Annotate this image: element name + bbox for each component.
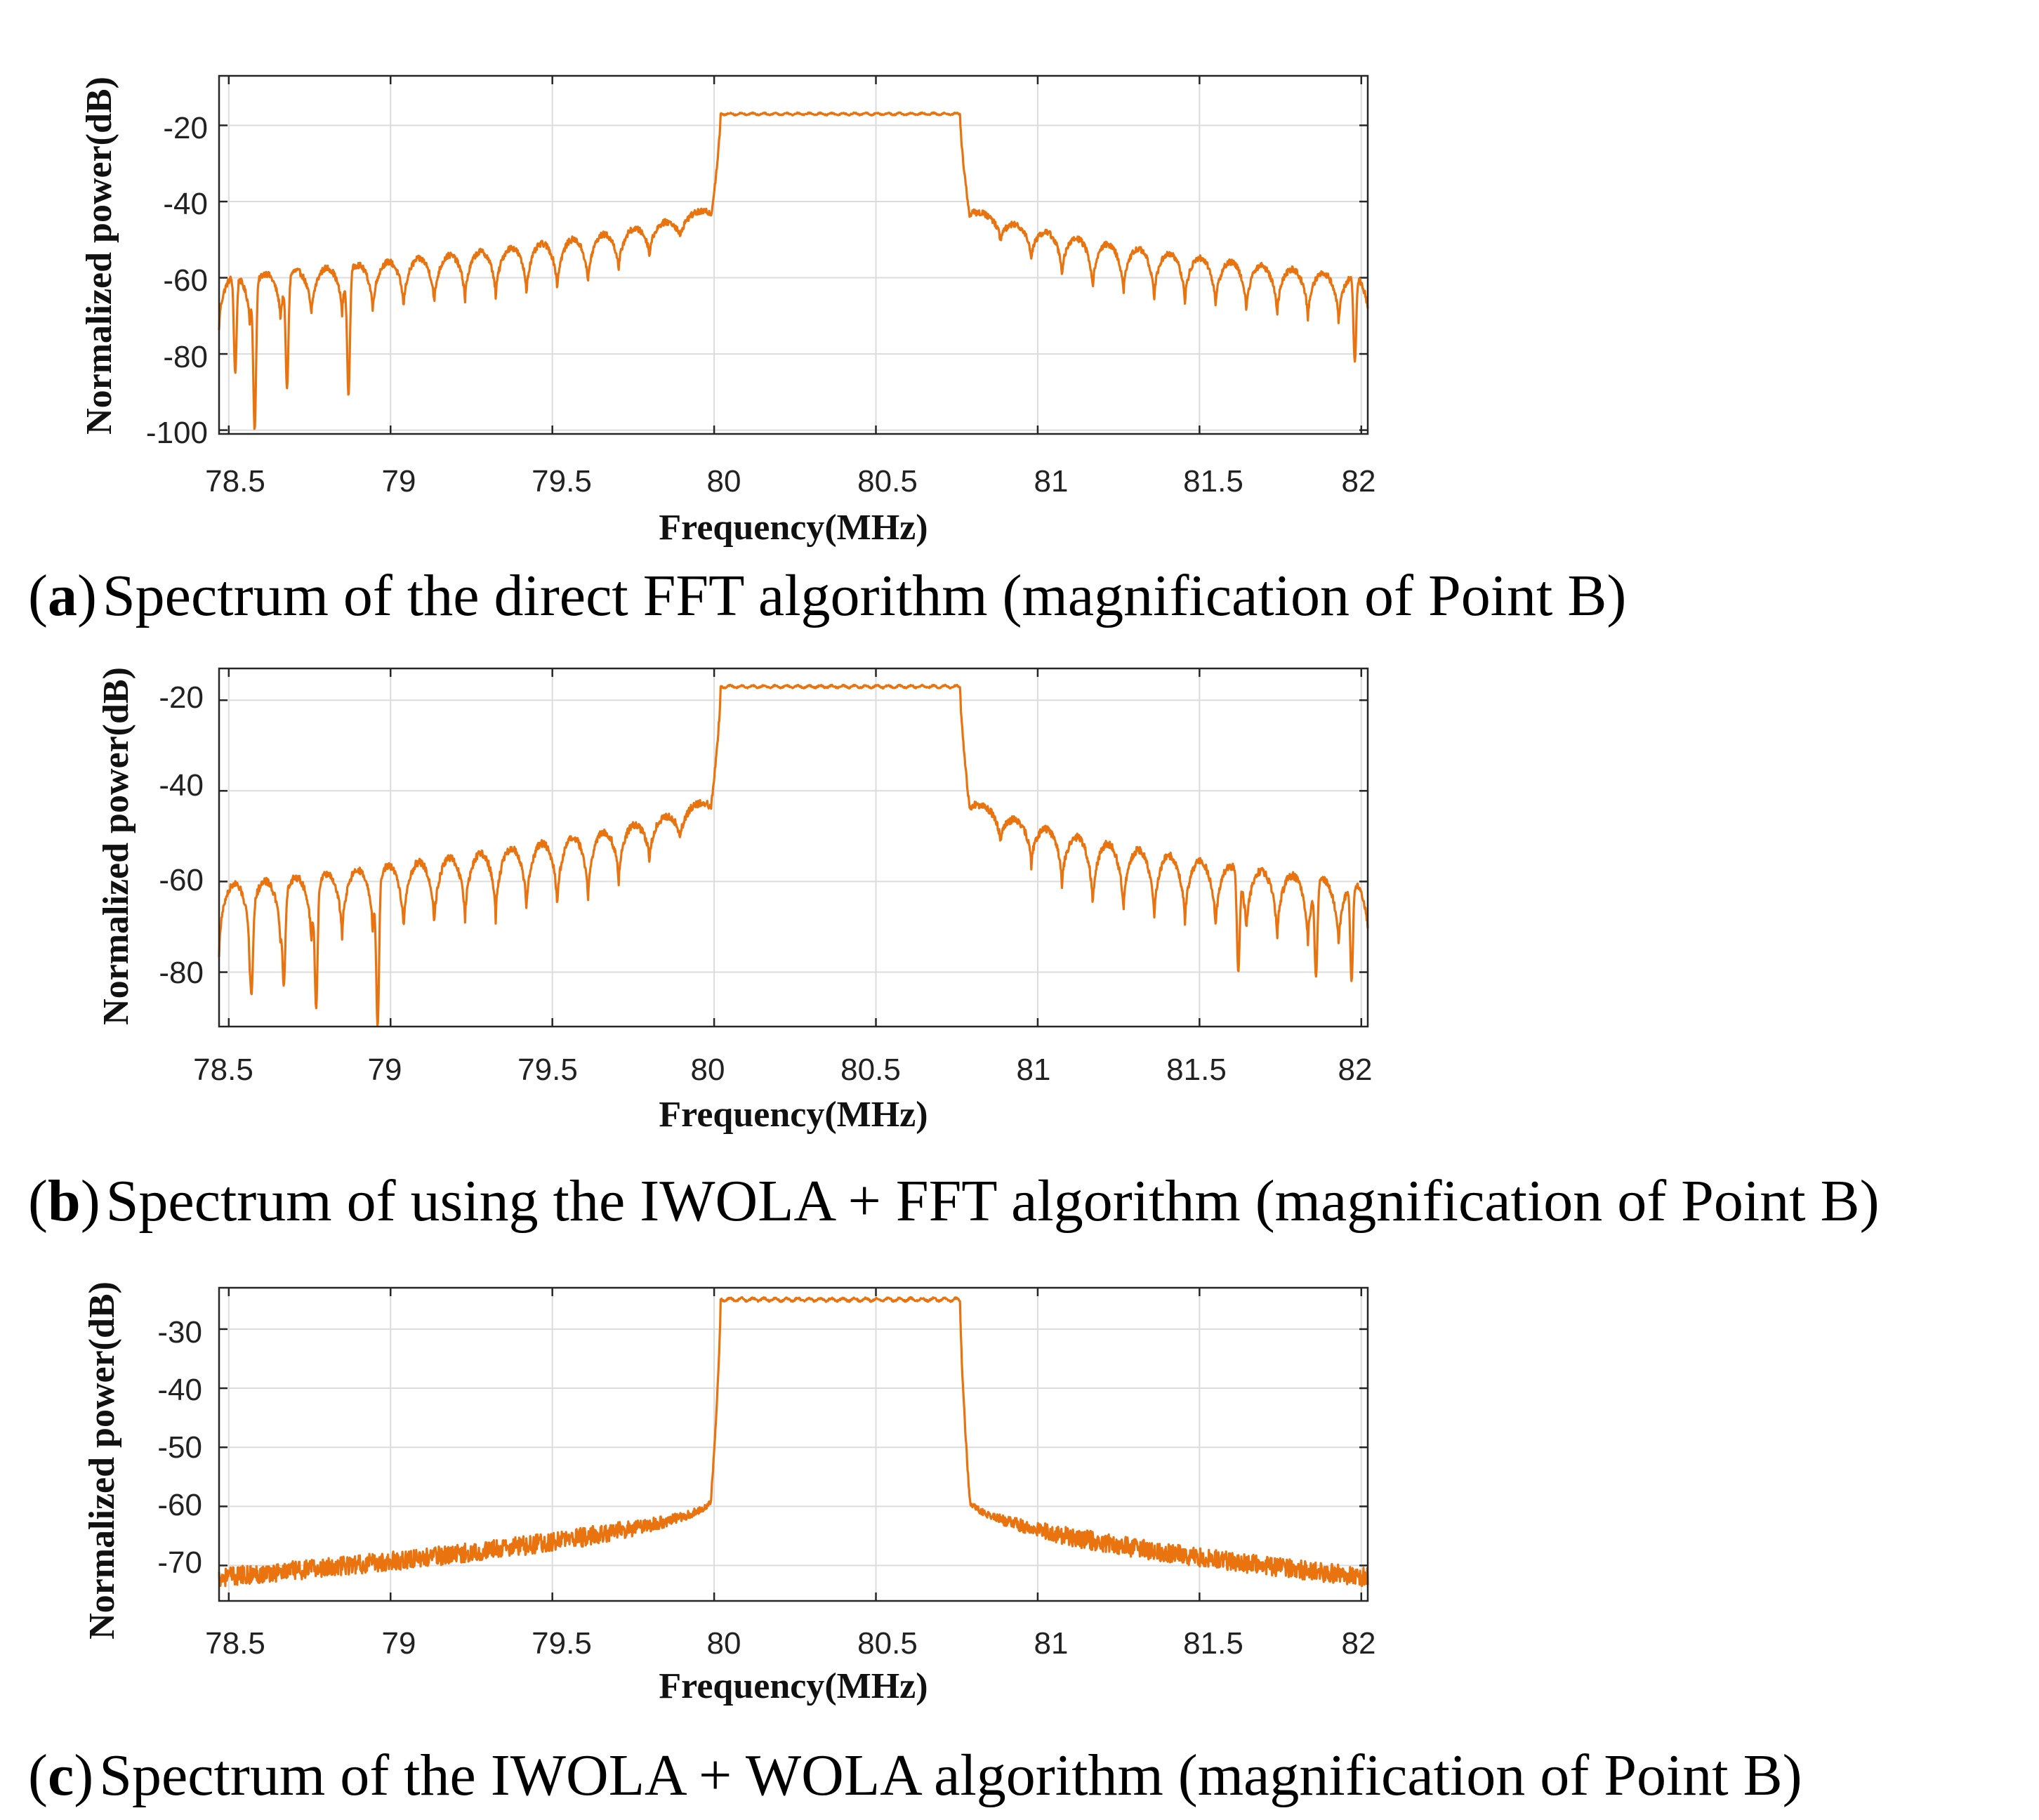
x-tick-label: 81	[1034, 464, 1069, 499]
x-tick-label: 82	[1338, 1053, 1373, 1087]
y-tick-labels: -20 -40 -60 -80	[159, 680, 204, 990]
x-tick-label: 81.5	[1183, 464, 1243, 499]
y-tick-label: -20	[163, 111, 208, 145]
panel-a: 78.5 79 79.5 80 80.5 81 81.5 82 -20 -40 …	[28, 74, 1626, 628]
y-tick-label: -60	[159, 863, 204, 897]
caption: (c)Spectrum of the IWOLA + WOLA algorith…	[28, 1743, 1802, 1808]
x-tick-labels: 78.5 79 79.5 80 80.5 81 81.5 82	[193, 1053, 1372, 1087]
caption-text: Spectrum of the IWOLA + WOLA algorithm (…	[99, 1743, 1802, 1808]
x-tick-label: 81.5	[1166, 1053, 1227, 1087]
x-tick-label: 82	[1342, 464, 1376, 499]
y-tick-label: -30	[157, 1315, 202, 1350]
spectrum-line	[218, 111, 1369, 430]
caption: (a)Spectrum of the direct FFT algorithm …	[28, 563, 1626, 628]
x-axis-label: Frequency(MHz)	[659, 1666, 928, 1706]
caption-letter: b	[48, 1168, 81, 1234]
x-tick-label: 82	[1342, 1626, 1376, 1661]
x-tick-label: 80	[707, 464, 741, 499]
x-tick-label: 78.5	[205, 464, 265, 499]
y-tick-label: -80	[159, 956, 204, 990]
grid-lines	[219, 76, 1368, 434]
y-tick-label: -40	[159, 768, 204, 803]
panel-c: 78.5 79 79.5 80 80.5 81 81.5 82 -30 -40 …	[28, 1281, 1802, 1808]
x-tick-labels: 78.5 79 79.5 80 80.5 81 81.5 82	[205, 464, 1375, 499]
y-tick-label: -70	[157, 1545, 202, 1580]
x-tick-label: 78.5	[205, 1626, 265, 1661]
x-tick-label: 79.5	[532, 1626, 592, 1661]
x-tick-label: 80	[707, 1626, 741, 1661]
x-axis-label: Frequency(MHz)	[659, 1095, 928, 1135]
x-axis-label: Frequency(MHz)	[659, 508, 928, 548]
caption-letter: c	[48, 1743, 74, 1808]
x-tick-label: 80	[691, 1053, 725, 1087]
y-axis-label: Normalized power(dB)	[79, 77, 119, 435]
caption-text: Spectrum of the direct FFT algorithm (ma…	[103, 563, 1626, 628]
plot-frame	[218, 74, 1369, 435]
x-tick-label: 79	[382, 1626, 416, 1661]
tick-marks	[219, 668, 1368, 1027]
caption-text: Spectrum of using the IWOLA + FFT algori…	[106, 1168, 1880, 1234]
x-tick-label: 79.5	[532, 464, 592, 499]
caption: (b)Spectrum of using the IWOLA + FFT alg…	[28, 1168, 1880, 1234]
y-tick-label: -80	[163, 340, 208, 374]
y-tick-label: -100	[146, 416, 208, 450]
x-tick-label: 79	[368, 1053, 402, 1087]
y-tick-label: -40	[157, 1373, 202, 1407]
grid-lines	[219, 668, 1368, 1027]
y-tick-label: -60	[157, 1488, 202, 1522]
x-tick-label: 81.5	[1183, 1626, 1243, 1661]
panel-b: 78.5 79 79.5 80 80.5 81 81.5 82 -20 -40 …	[28, 667, 1880, 1234]
y-tick-label: -50	[157, 1430, 202, 1465]
y-tick-labels: -20 -40 -60 -80 -100	[146, 111, 208, 450]
tick-marks	[219, 1288, 1368, 1601]
x-tick-labels: 78.5 79 79.5 80 80.5 81 81.5 82	[205, 1626, 1375, 1661]
x-tick-label: 80.5	[857, 464, 918, 499]
y-tick-labels: -30 -40 -50 -60 -70	[157, 1315, 202, 1580]
spectrum-line	[218, 1295, 1369, 1588]
y-axis-label: Normalized power(dB)	[96, 667, 136, 1025]
y-tick-label: -60	[163, 263, 208, 298]
x-tick-label: 79.5	[517, 1053, 578, 1087]
spectrum-line	[218, 683, 1369, 1027]
x-tick-label: 80.5	[857, 1626, 918, 1661]
tick-marks	[219, 76, 1368, 434]
plot-frame	[218, 1286, 1369, 1602]
x-tick-label: 81	[1034, 1626, 1069, 1661]
y-tick-label: -20	[159, 680, 204, 715]
y-axis-label: Normalized power(dB)	[82, 1281, 122, 1640]
x-tick-label: 79	[382, 464, 416, 499]
y-tick-label: -40	[163, 187, 208, 221]
grid-lines	[219, 1288, 1368, 1601]
x-tick-label: 80.5	[840, 1053, 901, 1087]
caption-letter: a	[48, 563, 77, 628]
plot-frame	[218, 667, 1369, 1028]
x-tick-label: 78.5	[193, 1053, 253, 1087]
x-tick-label: 81	[1017, 1053, 1051, 1087]
